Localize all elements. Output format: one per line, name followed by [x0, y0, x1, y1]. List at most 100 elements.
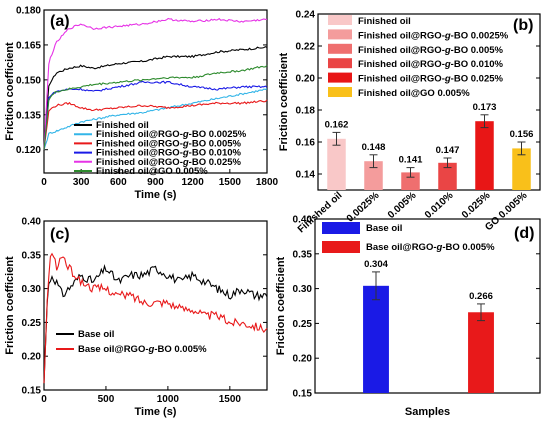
x-tick-label-1-3: 0.010%: [423, 190, 456, 221]
y-axis-label-3: Friction coefficient: [275, 256, 287, 355]
x-tick-label-0-0: 0: [41, 177, 47, 188]
x-tick-label-0-4: 1200: [182, 177, 205, 188]
data-label-3-1: 0.266: [469, 291, 493, 302]
plot-frame-2: [43, 220, 268, 391]
y-tick-label-2-2: 0.25: [22, 318, 42, 329]
bar-1-5: [512, 148, 531, 190]
bar-1-1: [364, 161, 383, 190]
data-label-1-5: 0.156: [510, 129, 534, 140]
panel-label-2: (c): [50, 226, 70, 243]
y-tick-label-3-5: 0.40: [293, 215, 313, 226]
legend-swatch-3-1: [322, 241, 360, 253]
x-axis-label-3: Samples: [405, 406, 450, 418]
series-line-2-0: [43, 263, 268, 384]
legend-label-2-0: Base oil: [78, 329, 114, 340]
y-tick-label-2-3: 0.30: [22, 284, 42, 295]
bar-3-1: [468, 312, 494, 393]
y-tick-label-2-0: 0.15: [22, 386, 42, 397]
x-tick-label-2-0: 0: [41, 394, 47, 405]
y-tick-label-3-3: 0.30: [293, 284, 313, 295]
x-tick-label-1-4: 0.025%: [460, 190, 493, 221]
y-tick-label-1-5: 0.24: [296, 10, 316, 21]
data-label-1-2: 0.141: [399, 155, 423, 166]
y-tick-label-3-0: 0.15: [293, 389, 313, 400]
plot-frame-1: [317, 13, 541, 191]
panel-label-3: (d): [514, 225, 534, 242]
y-tick-label-3-2: 0.25: [293, 319, 313, 330]
y-tick-label-1-1: 0.16: [296, 138, 316, 149]
x-tick-label-1-2: 0.005%: [386, 190, 419, 221]
x-tick-label-0-1: 300: [73, 177, 90, 188]
x-tick-label-0-6: 1800: [256, 177, 279, 188]
series-line-0-0: [43, 46, 268, 150]
bar-1-3: [438, 162, 457, 190]
y-tick-label-3-4: 0.35: [293, 249, 313, 260]
y-tick-label-0-4: 0.180: [16, 6, 41, 17]
y-tick-label-1-4: 0.22: [296, 42, 316, 53]
legend-label-1-0: Finished oil: [358, 16, 411, 27]
legend-swatch-1-2: [328, 43, 352, 54]
legend-label-1-2: Finished oil@RGO-g-BO 0.005%: [358, 45, 504, 56]
y-tick-label-1-3: 0.20: [296, 74, 316, 85]
legend-label-3-1: Base oil@RGO-g-BO 0.005%: [366, 242, 495, 253]
legend-swatch-1-3: [328, 58, 352, 69]
series-line-0-3: [43, 80, 268, 150]
legend-label-0-3: Finished oil@RGO-g-BO 0.010%: [96, 148, 242, 159]
x-tick-label-0-2: 600: [110, 177, 127, 188]
y-tick-label-2-4: 0.35: [22, 250, 42, 261]
legend-swatch-1-4: [328, 72, 352, 83]
series-line-0-5: [43, 64, 268, 150]
data-label-1-1: 0.148: [362, 142, 386, 153]
bar-3-0: [363, 285, 389, 393]
legend-label-0-1: Finished oil@RGO-g-BO 0.0025%: [96, 129, 247, 140]
plot-frame-3: [314, 218, 541, 394]
x-tick-label-0-5: 1500: [219, 177, 242, 188]
x-tick-label-2-1: 500: [98, 394, 115, 405]
y-axis-label-2: Friction coefficient: [4, 256, 16, 355]
legend-label-1-5: Finished oil@GO 0.005%: [358, 88, 470, 99]
legend-label-1-1: Finished oil@RGO-g-BO 0.0025%: [358, 30, 509, 41]
data-label-1-0: 0.162: [325, 119, 349, 130]
series-line-0-2: [43, 99, 268, 150]
x-axis-label-2: Time (s): [135, 406, 177, 418]
legend-label-1-3: Finished oil@RGO-g-BO 0.010%: [358, 59, 504, 70]
legend-swatch-3-0: [322, 222, 360, 234]
bar-1-0: [327, 138, 346, 190]
y-tick-label-1-2: 0.18: [296, 106, 316, 117]
legend-label-0-0: Finished oil: [96, 120, 149, 131]
x-tick-label-0-3: 900: [147, 177, 164, 188]
legend-label-0-2: Finished oil@RGO-g-BO 0.005%: [96, 138, 242, 149]
y-tick-label-2-5: 0.40: [22, 217, 42, 228]
y-tick-label-0-2: 0.150: [16, 75, 41, 86]
x-tick-label-2-2: 1000: [157, 394, 180, 405]
y-tick-label-0-3: 0.165: [16, 40, 41, 51]
series-line-2-1: [43, 252, 268, 384]
bar-1-2: [401, 172, 420, 190]
bar-1-4: [475, 121, 494, 190]
panel-label-1: (b): [513, 17, 533, 34]
y-tick-label-0-1: 0.135: [16, 110, 41, 121]
legend-label-3-0: Base oil: [366, 223, 402, 234]
y-tick-label-3-1: 0.20: [293, 354, 313, 365]
data-label-1-4: 0.173: [473, 102, 497, 113]
legend-swatch-1-0: [328, 15, 352, 25]
panel-label-0: (a): [50, 13, 70, 30]
y-axis-label-1: Friction coefficient: [278, 52, 290, 151]
legend-label-1-4: Finished oil@RGO-g-BO 0.025%: [358, 74, 504, 85]
y-tick-label-1-0: 0.14: [296, 170, 316, 181]
y-tick-label-2-1: 0.20: [22, 352, 42, 363]
series-line-0-4: [43, 17, 268, 150]
y-tick-label-0-0: 0.120: [16, 145, 41, 156]
legend-swatch-1-5: [328, 87, 352, 97]
y-axis-label-0: Friction coefficient: [4, 42, 16, 141]
legend-label-2-1: Base oil@RGO-g-BO 0.005%: [78, 344, 207, 355]
legend-swatch-1-1: [328, 29, 352, 40]
legend-label-0-5: Finished oil@GO 0.005%: [96, 166, 208, 177]
x-tick-label-2-3: 1500: [219, 394, 242, 405]
x-axis-label-0: Time (s): [135, 189, 177, 201]
data-label-3-0: 0.304: [364, 259, 388, 270]
series-line-0-1: [43, 88, 268, 150]
data-label-1-3: 0.147: [436, 145, 460, 156]
legend-label-0-4: Finished oil@RGO-g-BO 0.025%: [96, 157, 242, 168]
